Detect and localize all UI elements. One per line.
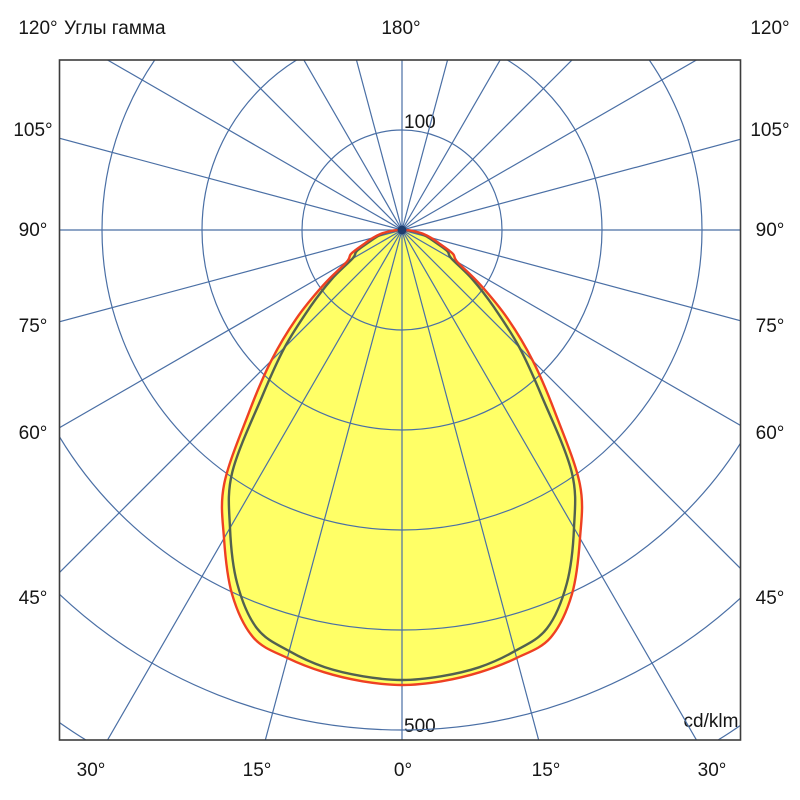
grid-ray	[401, 229, 741, 322]
grid-ray	[355, 60, 403, 231]
gamma-label-left-105: 105°	[13, 120, 53, 141]
gamma-label-bottom-30-right: 30°	[697, 760, 727, 781]
grid-ray	[59, 229, 403, 429]
grid-ray	[401, 138, 741, 231]
grid-ray	[401, 60, 501, 231]
corner-label-120-right: 120°	[750, 18, 790, 39]
grid-circle-500	[59, 593, 741, 731]
grid-ray	[401, 60, 449, 231]
grid-circle-200	[201, 60, 603, 431]
gamma-label-bottom-0: 0°	[393, 760, 413, 781]
grid-ray	[401, 229, 741, 427]
grid-ray	[401, 60, 698, 231]
corner-label-120-left: 120°	[18, 18, 58, 39]
unit-label: cd/klm	[683, 711, 739, 732]
grid-ray	[401, 60, 573, 231]
radial-tick-500: 500	[404, 716, 436, 737]
polar-center-marker	[397, 225, 407, 235]
grid-ray	[264, 229, 403, 740]
grid-ray	[59, 229, 403, 574]
grid-ray	[59, 229, 403, 323]
grid-ray	[303, 60, 403, 231]
gamma-label-right-75: 75°	[755, 316, 785, 337]
gamma-label-left-45: 45°	[18, 588, 48, 609]
radial-tick-100-up: 100	[404, 112, 436, 133]
grid-circle-300	[101, 60, 703, 531]
gamma-label-left-75: 75°	[18, 316, 48, 337]
gamma-label-left-60: 60°	[18, 423, 48, 444]
gamma-label-right-60: 60°	[755, 423, 785, 444]
gamma-label-right-45: 45°	[755, 588, 785, 609]
grid-ray	[231, 60, 403, 231]
grid-ray	[106, 60, 403, 231]
curve-c90-c270	[227, 228, 577, 682]
grid-circle-400	[59, 435, 741, 631]
gamma-label-left-90: 90°	[18, 220, 48, 241]
grid-ray	[106, 229, 403, 740]
gamma-label-bottom-15-right: 15°	[531, 760, 561, 781]
gamma-label-right-105: 105°	[750, 120, 790, 141]
top-label-180: 180°	[381, 18, 421, 39]
grid-ray	[401, 229, 741, 570]
gamma-label-bottom-30-left: 30°	[76, 760, 106, 781]
grid-ray	[401, 229, 698, 740]
grid-ray	[59, 137, 403, 231]
grid-circle-100	[301, 129, 503, 331]
gamma-label-right-90: 90°	[755, 220, 785, 241]
gamma-label-bottom-15-left: 15°	[242, 760, 272, 781]
grid-ray	[401, 229, 540, 740]
chart-title: Углы гамма	[64, 18, 166, 39]
chart-frame	[58, 59, 742, 741]
curve-c0-c180	[220, 228, 584, 687]
